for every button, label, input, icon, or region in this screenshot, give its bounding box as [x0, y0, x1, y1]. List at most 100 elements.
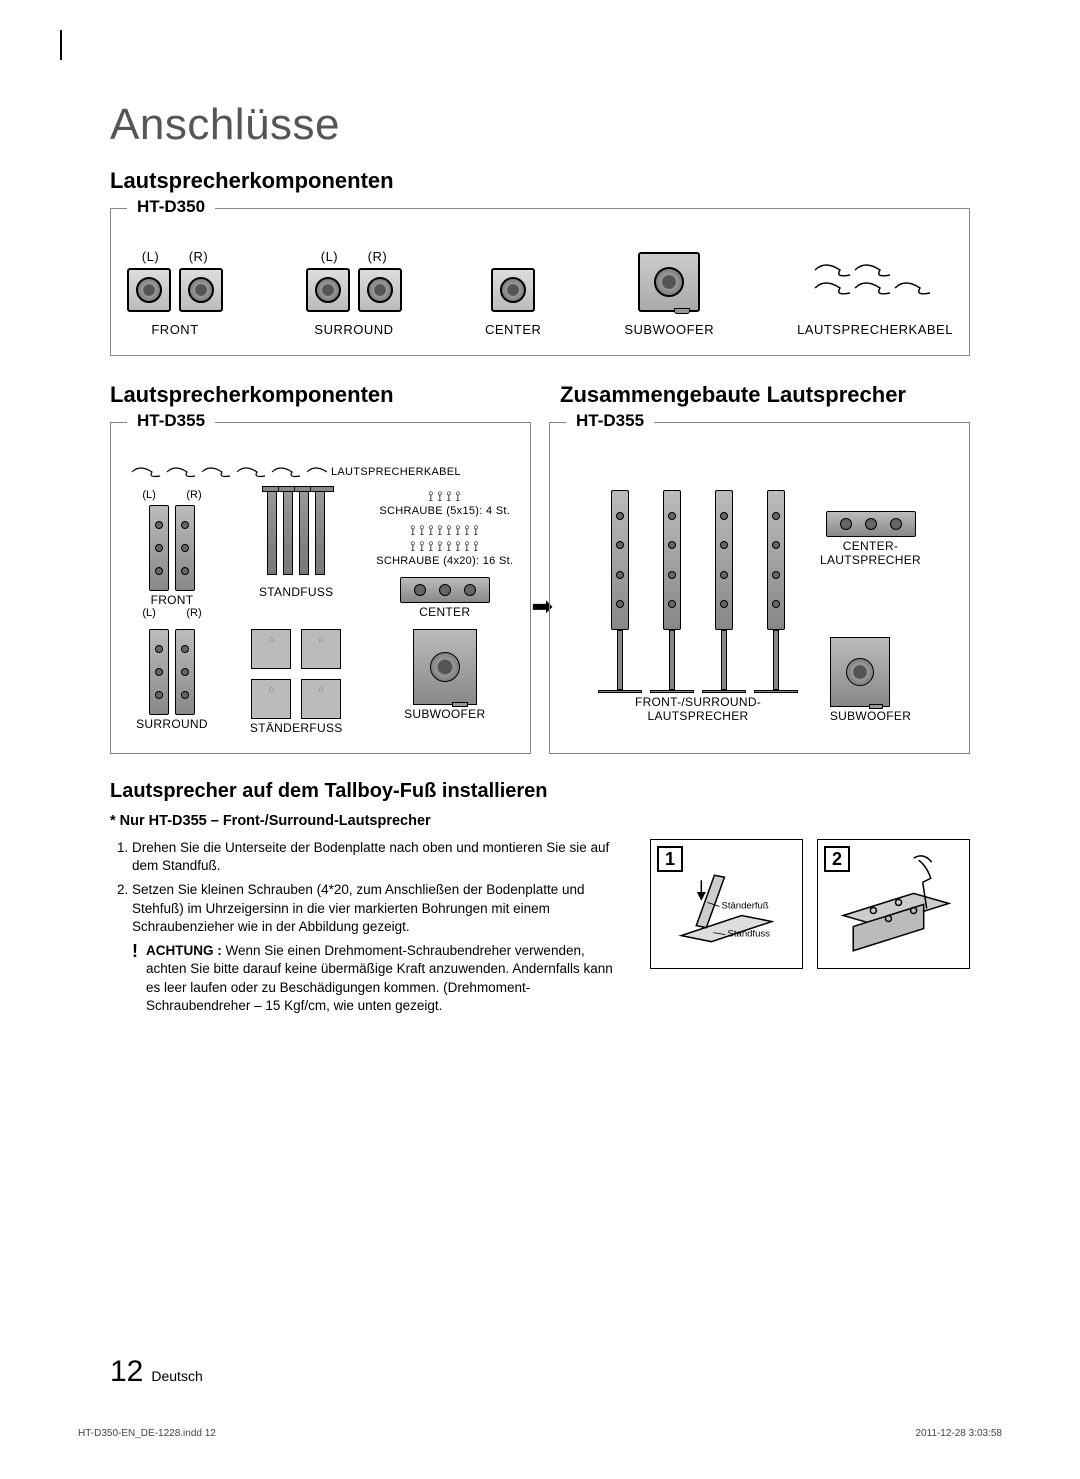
label-r: (R): [186, 489, 201, 501]
base-plate-icon: [251, 679, 291, 719]
center-label: CENTER- LAUTSPRECHER: [820, 539, 921, 567]
fig1-label1: Ständerfuß: [721, 900, 768, 911]
fig1-diagram-icon: Ständerfuß Standfuss: [651, 840, 802, 971]
front-speaker-l-icon: [127, 268, 171, 312]
screw1-label: SCHRAUBE (5x15): 4 St.: [376, 505, 515, 517]
subwoofer-cell: SUBWOOFER: [376, 629, 515, 735]
surround-speaker-r-icon: [358, 268, 402, 312]
assembled-box-d355: HT-D355 FRONT-/SURROUND- LAUTSPRECHER CE…: [549, 422, 970, 754]
section-heading-left: Lautsprecherkomponenten: [110, 382, 540, 408]
assembled-front-surround: FRONT-/SURROUND- LAUTSPRECHER: [598, 490, 798, 723]
surround-label: SURROUND: [127, 717, 217, 731]
base-plate-icon: [251, 629, 291, 669]
cable-icon: [810, 258, 940, 312]
cable-label: LAUTSPRECHERKABEL: [331, 466, 461, 478]
subwoofer-icon: [830, 637, 890, 707]
tall-assembled-icon: [754, 490, 798, 693]
install-step-1: Drehen Sie die Unterseite der Bodenplatt…: [132, 839, 628, 875]
cable-column: LAUTSPRECHERKABEL: [797, 258, 953, 337]
print-footer: HT-D350-EN_DE-1228.indd 12 2011-12-28 3:…: [78, 1428, 1002, 1439]
subwoofer-column: SUBWOOFER: [624, 252, 714, 337]
tall-assembled-icon: [650, 490, 694, 693]
page-number: 12 Deutsch: [110, 1355, 203, 1389]
label-r: (R): [368, 249, 388, 264]
surround-label: SURROUND: [306, 322, 402, 337]
standfuss-cell: STANDFUSS: [227, 489, 366, 623]
front-surround-label: FRONT-/SURROUND- LAUTSPRECHER: [598, 695, 798, 723]
screws-center-cell: ⟟⟟⟟⟟ SCHRAUBE (5x15): 4 St. ⟟⟟⟟⟟⟟⟟⟟⟟ ⟟⟟⟟…: [376, 489, 515, 623]
crop-mark: [60, 30, 62, 60]
screw2-label: SCHRAUBE (4x20): 16 St.: [376, 555, 515, 567]
standfuss-label: STANDFUSS: [227, 585, 366, 599]
install-figure-1: 1 Ständerfuß Standfuss: [650, 839, 803, 969]
standerfuss-label: STÄNDERFUSS: [227, 721, 366, 735]
stand-pole-icon: [283, 489, 293, 575]
legend-d350: HT-D350: [127, 197, 215, 217]
stand-pole-icon: [315, 489, 325, 575]
manual-page: Anschlüsse Lautsprecherkomponenten HT-D3…: [0, 0, 1080, 1479]
label-l: (L): [142, 489, 155, 501]
front-label: FRONT: [127, 593, 217, 607]
warn-label: ACHTUNG :: [146, 943, 222, 958]
subwoofer-icon: [413, 629, 477, 705]
section-heading-right: Zusammengebaute Lautsprecher: [540, 382, 970, 408]
legend-d355-right: HT-D355: [566, 411, 654, 431]
front-label: FRONT: [127, 322, 223, 337]
center-speaker-icon: [826, 511, 916, 537]
footer-left: HT-D350-EN_DE-1228.indd 12: [78, 1428, 216, 1439]
install-step-2: Setzen Sie kleinen Schrauben (4*20, zum …: [132, 881, 628, 936]
base-plate-icon: [301, 629, 341, 669]
warning-text: ACHTUNG : Wenn Sie einen Drehmoment-Schr…: [146, 942, 628, 1015]
install-figure-2: 2: [817, 839, 970, 969]
label-l: (L): [142, 607, 155, 619]
tall-assembled-icon: [598, 490, 642, 693]
screw-group-icon: ⟟⟟⟟⟟⟟⟟⟟⟟: [376, 523, 515, 539]
surround-speaker-l-icon: [306, 268, 350, 312]
subwoofer-label: SUBWOOFER: [830, 709, 911, 723]
tall-speaker-icon: [175, 505, 195, 591]
tall-speaker-icon: [175, 629, 195, 715]
subwoofer-label: SUBWOOFER: [624, 322, 714, 337]
tall-speaker-icon: [149, 629, 169, 715]
tall-speaker-icon: [149, 505, 169, 591]
front-speaker-r-icon: [179, 268, 223, 312]
legend-d355-left: HT-D355: [127, 411, 215, 431]
components-box-d355: HT-D355 LAUTSPRECHERKABEL (L)(R) FRONT (…: [110, 422, 531, 754]
install-text: Drehen Sie die Unterseite der Bodenplatt…: [110, 839, 628, 1015]
tall-assembled-icon: [702, 490, 746, 693]
components-box-d350: HT-D350 (L)(R) FRONT (L)(R) SURROUND: [110, 208, 970, 356]
center-speaker-icon: [491, 268, 535, 312]
install-heading: Lautsprecher auf dem Tallboy-Fuß install…: [110, 780, 970, 803]
stand-pole-icon: [267, 489, 277, 575]
center-label: CENTER: [376, 605, 515, 619]
center-column: CENTER: [485, 250, 541, 337]
label-l: (L): [142, 249, 159, 264]
warning-icon: !: [132, 942, 138, 1015]
fig1-label2: Standfuss: [727, 929, 770, 940]
cable-icon: [127, 463, 327, 481]
surround-column: (L) (R) SURROUND: [306, 249, 402, 337]
subwoofer-label: SUBWOOFER: [376, 707, 515, 721]
label-l: (L): [321, 249, 338, 264]
surround-cell: SURROUND: [127, 629, 217, 735]
front-cell: (L) (R) FRONT (L) (R): [127, 489, 217, 623]
subwoofer-icon: [638, 252, 700, 312]
screw-group-icon: ⟟⟟⟟⟟⟟⟟⟟⟟: [376, 539, 515, 555]
center-label: CENTER: [485, 322, 541, 337]
page-lang: Deutsch: [151, 1368, 202, 1384]
cable-label: LAUTSPRECHERKABEL: [797, 322, 953, 337]
section-heading: Lautsprecherkomponenten: [110, 168, 970, 194]
standerfuss-cell: STÄNDERFUSS: [227, 629, 366, 735]
footer-right: 2011-12-28 3:03:58: [915, 1428, 1002, 1439]
front-column: (L) (R) FRONT: [127, 249, 223, 337]
center-speaker-icon: [400, 577, 490, 603]
assembled-right-stack: CENTER- LAUTSPRECHER SUBWOOFER: [820, 511, 921, 723]
screw-group-icon: ⟟⟟⟟⟟: [376, 489, 515, 505]
base-plate-icon: [301, 679, 341, 719]
label-r: (R): [189, 249, 209, 264]
install-note: * Nur HT-D355 – Front-/Surround-Lautspre…: [110, 813, 970, 829]
page-title: Anschlüsse: [110, 100, 970, 150]
page-number-value: 12: [110, 1355, 143, 1388]
fig2-diagram-icon: [818, 840, 969, 971]
label-r: (R): [186, 607, 201, 619]
